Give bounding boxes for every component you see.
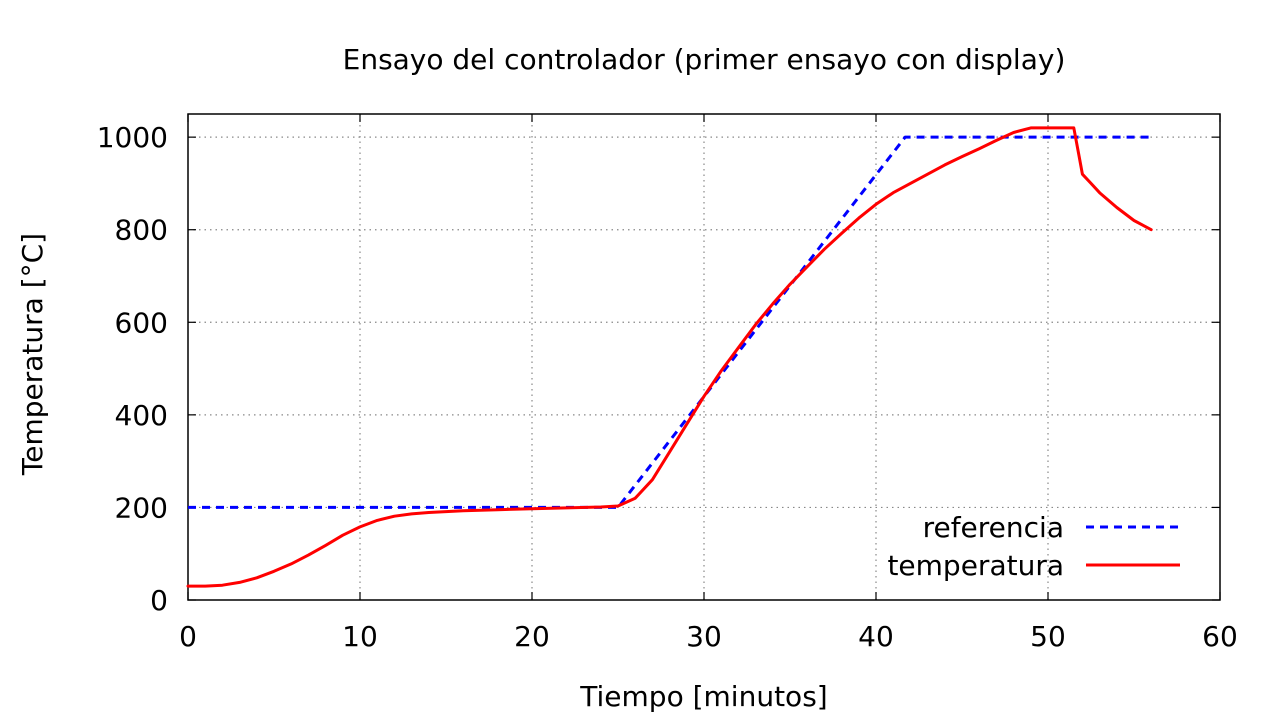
- x-tick-label: 10: [342, 620, 378, 653]
- x-tick-label: 30: [686, 620, 722, 653]
- chart-title: Ensayo del controlador (primer ensayo co…: [343, 43, 1066, 76]
- x-tick-label: 60: [1202, 620, 1238, 653]
- x-tick-label: 50: [1030, 620, 1066, 653]
- x-tick-label: 20: [514, 620, 550, 653]
- x-axis-label: Tiempo [minutos]: [579, 680, 827, 713]
- series-line-temperatura: [186, 126, 1153, 588]
- y-tick-label: 0: [150, 584, 168, 617]
- legend-label-temperatura: temperatura: [887, 549, 1064, 582]
- y-tick-label: 200: [115, 491, 168, 524]
- grid: [188, 114, 1220, 600]
- y-tick-label: 600: [115, 306, 168, 339]
- legend: referencia temperatura: [887, 511, 1180, 582]
- series-layer: [186, 126, 1153, 588]
- x-tick-label: 40: [858, 620, 894, 653]
- series-line-referencia: [188, 135, 1152, 509]
- y-tick-label: 800: [115, 214, 168, 247]
- y-tick-label: 400: [115, 399, 168, 432]
- legend-label-referencia: referencia: [923, 511, 1064, 544]
- y-axis-label: Temperatura [°C]: [16, 233, 49, 476]
- x-tick-label: 0: [179, 620, 197, 653]
- y-tick-label: 1000: [97, 121, 168, 154]
